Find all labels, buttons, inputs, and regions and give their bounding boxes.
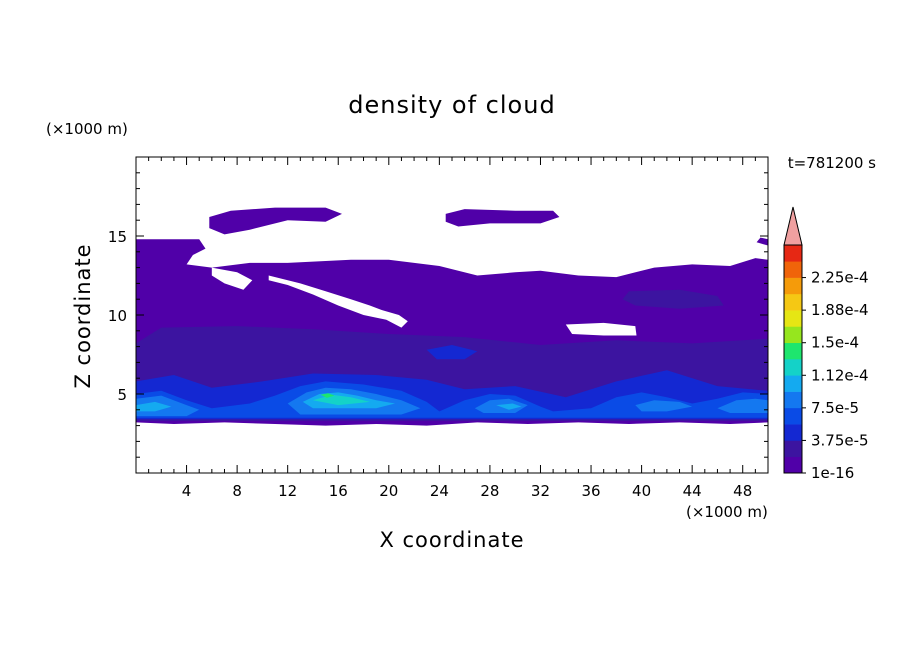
colorbar-tick-label: 7.5e-5 (811, 399, 859, 417)
x-tick-label: 48 (733, 482, 752, 500)
colorbar-swatch (784, 261, 802, 278)
cloud-free-region-5 (211, 267, 253, 290)
colorbar-swatch (784, 310, 802, 327)
cloud-free-region-4 (268, 275, 408, 328)
density-region-level-2-13 (426, 345, 478, 360)
colorbar-swatch (784, 375, 802, 392)
x-axis-label: X coordinate (379, 528, 524, 552)
colorbar: 1e-16 3.75e-5 7.5e-5 1.12e-4 1.5e-4 1.88e-4 2.… (783, 206, 869, 482)
colorbar-swatch (784, 277, 802, 295)
colorbar-tick-label: 2.25e-4 (811, 269, 869, 287)
x-tick-label: 24 (430, 482, 449, 500)
colorbar-tick-label: 1.12e-4 (811, 366, 869, 384)
density-region-level-7-24 (320, 393, 335, 398)
colorbar-tick-label: 1.5e-4 (811, 334, 859, 352)
x-tick-label: 16 (329, 482, 348, 500)
x-tick-label: 32 (531, 482, 550, 500)
colorbar-tick-label: 1e-16 (811, 464, 854, 482)
colorbar-swatch (784, 391, 802, 409)
colorbar-swatch (784, 424, 802, 441)
density-region-level-4-18 (635, 400, 693, 412)
x-tick-label: 40 (632, 482, 651, 500)
colorbar-swatch (784, 326, 802, 344)
x-tick-label: 36 (581, 482, 600, 500)
x-tick-label: 8 (232, 482, 242, 500)
density-region-level-0-3 (756, 237, 768, 246)
y-tick-label: 15 (108, 228, 127, 246)
density-region-level-0-1 (209, 207, 342, 235)
cloud-free-region-6 (565, 322, 637, 336)
density-region-level-4-19 (717, 398, 768, 413)
x-tick-label: 28 (480, 482, 499, 500)
colorbar-swatch (784, 342, 802, 360)
colorbar-tick-label: 1.88e-4 (811, 301, 869, 319)
chart-title: density of cloud (348, 91, 555, 119)
x-tick-label: 12 (278, 482, 297, 500)
x-tick-label: 44 (683, 482, 702, 500)
colorbar-swatch (784, 456, 802, 474)
density-region-level-5-22 (496, 403, 522, 410)
time-label: t=781200 s (788, 154, 876, 172)
y-axis-label: Z coordinate (71, 243, 95, 388)
x-tick-label: 20 (379, 482, 398, 500)
colorbar-frame (783, 244, 803, 474)
density-region-level-0-2 (445, 209, 560, 227)
colorbar-extend-arrow (783, 206, 803, 246)
y-axis-unit: (×1000 m) (46, 120, 128, 138)
colorbar-swatch (784, 359, 802, 376)
contour-regions (136, 207, 768, 426)
density-region-level-5-21 (136, 401, 172, 412)
density-region-level-1-11 (622, 289, 724, 309)
y-tick-label: 5 (117, 386, 127, 404)
colorbar-swatch (784, 245, 802, 262)
colorbar-swatch (784, 407, 802, 425)
colorbar-swatch (784, 293, 802, 311)
y-tick-label: 10 (108, 307, 127, 325)
x-tick-label: 4 (182, 482, 192, 500)
x-axis-unit: (×1000 m) (686, 503, 768, 521)
colorbar-tick-label: 3.75e-5 (811, 431, 869, 449)
colorbar-swatch (784, 440, 802, 458)
